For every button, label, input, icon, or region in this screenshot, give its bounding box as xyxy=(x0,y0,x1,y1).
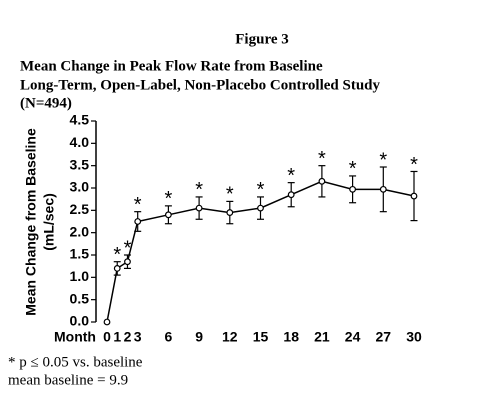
y-tick-label: 4.0 xyxy=(70,134,90,150)
y-tick-label: 1.5 xyxy=(70,246,90,262)
x-tick-label: 1 xyxy=(113,329,121,345)
significance-mark: * xyxy=(195,179,203,201)
x-tick-label: 3 xyxy=(134,329,142,345)
point xyxy=(349,185,357,193)
point xyxy=(287,191,295,199)
significance-mark: * xyxy=(410,154,418,176)
y-tick-label: 2.5 xyxy=(70,201,90,217)
significance-mark: * xyxy=(318,148,326,170)
point xyxy=(103,318,111,326)
x-tick-label: 15 xyxy=(253,329,269,345)
x-axis-label: Month xyxy=(54,329,96,345)
x-tick-label: 9 xyxy=(195,329,203,345)
significance-mark: * xyxy=(124,237,132,259)
subtitle: (N=494) xyxy=(20,95,72,111)
point xyxy=(164,211,172,219)
x-tick-label: 24 xyxy=(345,329,361,345)
y-tick-label: 0.0 xyxy=(70,313,90,329)
point xyxy=(134,218,142,225)
y-tick-label: 4.5 xyxy=(70,112,90,128)
point xyxy=(124,258,131,266)
point xyxy=(257,204,264,212)
significance-mark: * xyxy=(257,179,265,201)
point xyxy=(379,185,387,193)
y-axis-label: Mean Change from Baseline xyxy=(23,128,39,316)
significance-mark: * xyxy=(349,158,357,180)
footnote: * p ≤ 0.05 vs. baseline xyxy=(8,354,143,370)
chart-title: Figure 3 xyxy=(235,31,288,47)
point xyxy=(318,177,326,185)
x-tick-label: 0 xyxy=(103,329,111,345)
y-tick-label: 0.5 xyxy=(70,290,90,306)
x-tick-label: 18 xyxy=(283,329,299,345)
footnote: mean baseline = 9.9 xyxy=(8,372,128,388)
point xyxy=(226,209,234,216)
significance-mark: * xyxy=(113,244,121,266)
significance-mark: * xyxy=(379,149,387,171)
x-tick-label: 2 xyxy=(124,329,132,345)
y-tick-label: 1.0 xyxy=(70,268,90,284)
point xyxy=(195,204,203,212)
significance-mark: * xyxy=(226,184,234,206)
point xyxy=(410,192,418,200)
point xyxy=(113,265,121,272)
y-axis-label: (mL/sec) xyxy=(41,193,57,251)
y-tick-label: 3.5 xyxy=(70,156,90,172)
x-tick-label: 27 xyxy=(376,329,392,345)
y-tick-label: 3.0 xyxy=(70,179,90,195)
x-tick-label: 6 xyxy=(165,329,173,345)
x-tick-label: 30 xyxy=(406,329,422,345)
x-tick-label: 21 xyxy=(314,329,330,345)
significance-mark: * xyxy=(165,188,173,210)
x-tick-label: 12 xyxy=(222,329,238,345)
subtitle: Mean Change in Peak Flow Rate from Basel… xyxy=(20,58,323,74)
significance-mark: * xyxy=(287,165,295,187)
subtitle: Long-Term, Open-Label, Non-Placebo Contr… xyxy=(20,77,381,93)
significance-mark: * xyxy=(134,194,142,216)
y-tick-label: 2.0 xyxy=(70,223,90,239)
